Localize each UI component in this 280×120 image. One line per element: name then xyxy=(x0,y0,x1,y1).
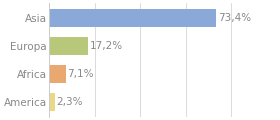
Text: 17,2%: 17,2% xyxy=(90,41,123,51)
Bar xyxy=(49,37,88,55)
Text: 2,3%: 2,3% xyxy=(56,97,83,107)
Bar xyxy=(49,65,66,83)
Bar xyxy=(49,9,216,27)
Text: 73,4%: 73,4% xyxy=(218,13,251,23)
Text: 7,1%: 7,1% xyxy=(67,69,94,79)
Bar xyxy=(49,93,55,111)
